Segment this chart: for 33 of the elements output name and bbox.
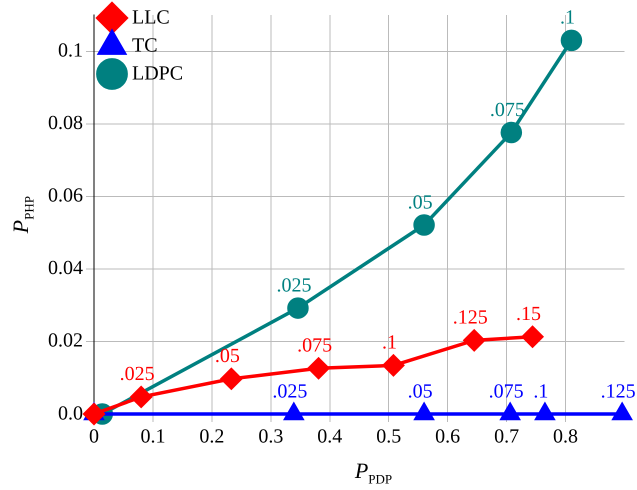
- x-tick-label: 0.8: [553, 425, 578, 448]
- x-tick-label: 0.4: [317, 425, 342, 448]
- x-axis-title: P$_{PDP}$: [354, 458, 392, 486]
- y-tick-label: 0.06: [48, 184, 83, 207]
- annotation: .025: [120, 363, 155, 386]
- y-tick-label: 0.0: [58, 402, 83, 424]
- annotation: .075: [488, 380, 524, 402]
- annotation: .05: [214, 345, 240, 368]
- annotation: .125: [600, 380, 636, 402]
- x-tick-label: 0.6: [435, 425, 460, 448]
- annotation: .05: [408, 191, 433, 214]
- y-tick-label: 0.08: [48, 112, 83, 134]
- y-tick-label: 0.04: [48, 257, 83, 280]
- x-tick-label: 0: [89, 425, 99, 448]
- x-tick-label: 0.3: [258, 425, 284, 448]
- y-tick-label: 0.02: [48, 330, 83, 352]
- legend-label: LDPC: [132, 62, 184, 84]
- annotation: .05: [408, 380, 433, 402]
- annotation: .15: [516, 302, 542, 325]
- y-tick-label: 0.1: [58, 40, 83, 62]
- annotation: .1: [560, 6, 575, 29]
- annotation: .1: [382, 332, 397, 354]
- annotation: .075: [297, 334, 332, 357]
- x-tick-label: 0.2: [199, 425, 224, 448]
- annotation: .025: [276, 274, 312, 296]
- x-tick-label: 0.1: [140, 425, 166, 448]
- annotation: .125: [452, 306, 488, 329]
- x-tick-label: 0.7: [494, 425, 520, 448]
- annotation: .1: [533, 380, 548, 402]
- x-tick-label: 0.5: [376, 425, 402, 448]
- annotation: .025: [272, 380, 308, 402]
- legend-label: TC: [132, 34, 158, 56]
- legend-label: LLC: [132, 6, 170, 28]
